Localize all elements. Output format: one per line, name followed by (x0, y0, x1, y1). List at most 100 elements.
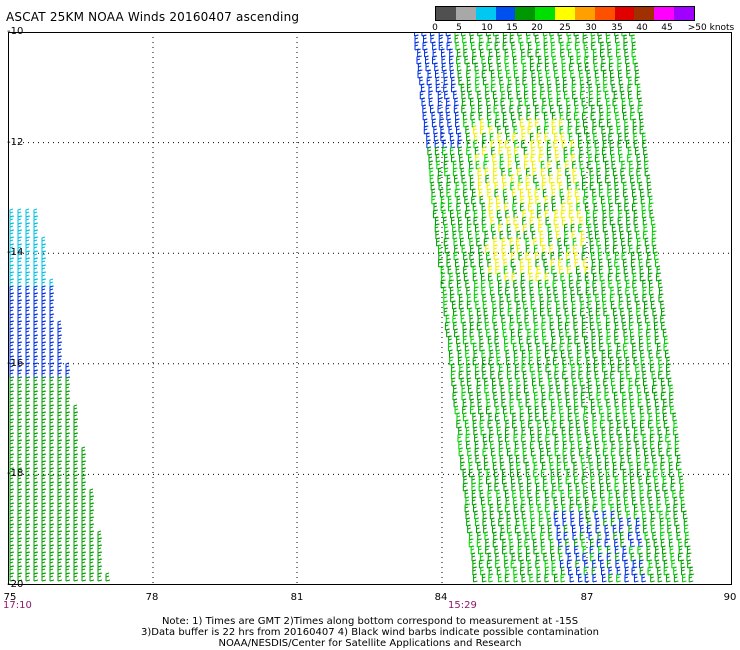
x-tick-label: 75 (3, 592, 17, 603)
wind-barb (549, 321, 555, 331)
wind-barb (626, 216, 631, 226)
wind-barb (519, 118, 525, 128)
wind-barb (41, 369, 47, 379)
wind-barb (577, 286, 582, 296)
wind-barb (9, 278, 15, 288)
wind-barb (623, 419, 629, 429)
wind-barb (495, 265, 500, 275)
y-tick-label: -18 (7, 468, 24, 479)
wind-barb (571, 307, 577, 317)
wind-barb (581, 398, 586, 408)
wind-barb (596, 160, 601, 170)
wind-barb (65, 397, 71, 407)
wind-barb (73, 425, 79, 435)
wind-barb (654, 335, 660, 345)
wind-barb (475, 76, 480, 86)
wind-barb (485, 83, 490, 93)
wind-barb (9, 530, 15, 540)
legend-swatch (574, 7, 595, 20)
wind-barb (666, 370, 671, 380)
wind-barb (543, 34, 549, 44)
wind-barb (73, 460, 79, 470)
wind-barb (57, 439, 63, 449)
wind-barb (515, 454, 521, 464)
wind-barb (468, 461, 474, 471)
wind-barb (589, 167, 595, 177)
wind-barb (596, 90, 602, 100)
wind-barb (537, 426, 543, 436)
wind-barb (479, 48, 485, 58)
wind-barb (582, 181, 587, 191)
wind-barb (527, 559, 533, 569)
wind-barb (9, 537, 15, 547)
wind-barb (541, 545, 546, 555)
wind-barb (516, 90, 522, 100)
wind-barb (530, 223, 535, 233)
wind-barb (17, 523, 23, 533)
wind-barb (25, 530, 31, 540)
wind-barb (57, 460, 63, 470)
wind-barb (670, 405, 675, 415)
wind-barb (574, 335, 580, 345)
wind-barb (617, 363, 623, 373)
wind-barb (523, 524, 529, 534)
wind-barb (41, 453, 47, 463)
y-tick-label: -16 (7, 358, 24, 369)
pass-time-left: 17:10 (3, 600, 32, 611)
legend-swatch (555, 7, 575, 20)
wind-barb (620, 384, 625, 394)
wind-barb (576, 342, 582, 352)
wind-barb (648, 419, 653, 429)
wind-barb (49, 530, 55, 540)
wind-barb (582, 552, 587, 562)
wind-barb (567, 412, 573, 422)
wind-barb (576, 48, 582, 58)
wind-barb (613, 244, 618, 254)
wind-barb (605, 160, 610, 170)
wind-barb (9, 369, 15, 379)
wind-barb (655, 272, 661, 282)
wind-barb (9, 334, 15, 344)
wind-barb (57, 565, 63, 575)
wind-barb (478, 405, 483, 415)
wind-barb (73, 446, 79, 456)
wind-barb (468, 90, 473, 100)
wind-barb (559, 342, 565, 352)
wind-barb (461, 90, 467, 100)
wind-barb (485, 545, 490, 555)
wind-barb (633, 573, 639, 583)
wind-barb (649, 209, 655, 219)
wind-barb (17, 502, 23, 512)
wind-barb (472, 573, 478, 583)
wind-barb (635, 146, 640, 156)
wind-barb (544, 559, 550, 569)
wind-barb (33, 243, 39, 253)
wind-barb (655, 405, 661, 415)
wind-barb (615, 195, 620, 205)
wind-barb (583, 104, 588, 114)
wind-barb (81, 495, 87, 505)
wind-barb (17, 516, 23, 526)
wind-barb (554, 573, 559, 583)
wind-barb (523, 83, 529, 93)
wind-barb (33, 334, 39, 344)
wind-barb (633, 356, 639, 366)
wind-barb (665, 433, 670, 443)
wind-barb (25, 453, 31, 463)
wind-barb (551, 118, 557, 128)
wind-barb (9, 292, 15, 302)
wind-barb (625, 209, 631, 219)
wind-barb (458, 447, 464, 457)
wind-barb (552, 202, 557, 212)
wind-barb (17, 285, 23, 295)
wind-barb (458, 440, 463, 450)
wind-barb (65, 495, 71, 505)
wind-barb (589, 237, 595, 247)
wind-barb (551, 559, 557, 569)
wind-barb (49, 558, 55, 568)
wind-barb (598, 258, 604, 268)
wind-barb (73, 404, 79, 414)
wind-barb (588, 153, 593, 163)
wind-barb (571, 300, 577, 310)
wind-barb (9, 404, 15, 414)
